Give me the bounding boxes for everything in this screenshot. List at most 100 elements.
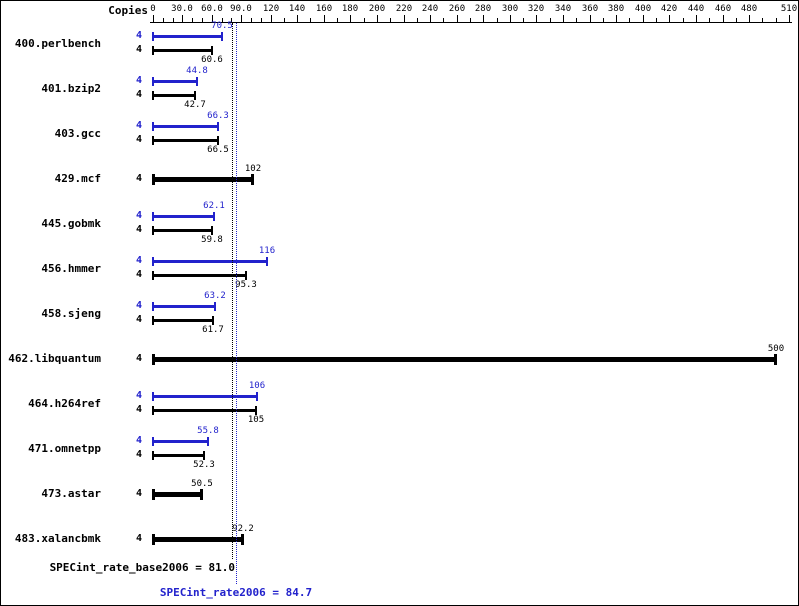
copies-value: 4 xyxy=(135,210,142,221)
bar-end-cap xyxy=(251,174,254,185)
bar-end-cap xyxy=(217,122,219,131)
x-axis-major-tick xyxy=(669,15,670,22)
bar-end-cap xyxy=(194,91,196,100)
x-axis-minor-tick xyxy=(629,18,630,22)
copies-value: 4 xyxy=(135,269,142,280)
x-axis-tick-label: 400 xyxy=(634,4,652,14)
x-axis-minor-tick xyxy=(443,18,444,22)
x-axis-minor-tick xyxy=(683,18,684,22)
bar-start-cap xyxy=(152,437,154,446)
x-axis-minor-tick xyxy=(251,18,252,22)
bar-single xyxy=(153,492,202,497)
bar-base xyxy=(153,139,218,142)
x-axis-minor-tick xyxy=(762,18,763,22)
copies-value: 4 xyxy=(135,224,142,235)
x-axis-tick-label: 90.0 xyxy=(230,4,252,14)
benchmark-label: 483.xalancbmk xyxy=(14,532,101,545)
copies-value: 4 xyxy=(135,120,142,131)
bar-end-cap xyxy=(217,136,219,145)
bar-value-label: 106 xyxy=(248,381,266,391)
mean-base-line xyxy=(232,23,233,559)
x-axis-tick-label: 0 xyxy=(150,4,156,14)
bar-peak xyxy=(153,35,222,38)
x-axis-major-tick xyxy=(430,15,431,22)
copies-value: 4 xyxy=(135,75,142,86)
benchmark-label: 445.gobmk xyxy=(41,217,101,230)
x-axis-minor-tick xyxy=(497,18,498,22)
x-axis-minor-tick xyxy=(192,18,193,22)
bar-single xyxy=(153,537,243,542)
bar-value-label: 92.2 xyxy=(232,524,254,534)
bar-end-cap xyxy=(266,257,268,266)
x-axis-minor-tick xyxy=(173,18,174,22)
x-axis-major-tick xyxy=(643,15,644,22)
x-axis-tick-label: 280 xyxy=(474,4,492,14)
bar-end-cap xyxy=(774,354,777,365)
bar-base xyxy=(153,454,204,457)
bar-start-cap xyxy=(152,46,154,55)
copies-value: 4 xyxy=(135,30,142,41)
bar-end-cap xyxy=(196,77,198,86)
x-axis-tick-label: 60.0 xyxy=(201,4,223,14)
x-axis-tick-label: 120 xyxy=(262,4,280,14)
x-axis-major-tick xyxy=(590,15,591,22)
benchmark-label: 473.astar xyxy=(41,487,101,500)
bar-start-cap xyxy=(152,451,154,460)
x-axis-minor-tick xyxy=(364,18,365,22)
bar-value-label: 44.8 xyxy=(186,66,208,76)
x-axis-minor-tick xyxy=(337,18,338,22)
x-axis-major-tick xyxy=(749,15,750,22)
x-axis-major-tick xyxy=(297,15,298,22)
bar-base xyxy=(153,274,246,277)
bar-value-label: 60.6 xyxy=(201,55,223,65)
bar-value-label: 116 xyxy=(258,246,276,256)
x-axis-major-tick xyxy=(350,15,351,22)
bar-base xyxy=(153,229,212,232)
x-axis-minor-tick xyxy=(523,18,524,22)
bar-peak xyxy=(153,260,267,263)
x-axis-minor-tick xyxy=(776,18,777,22)
copies-value: 4 xyxy=(135,314,142,325)
x-axis-major-tick xyxy=(404,15,405,22)
bar-single xyxy=(153,357,776,362)
bar-value-label: 66.3 xyxy=(207,111,229,121)
copies-value: 4 xyxy=(135,173,142,184)
bar-base xyxy=(153,49,212,52)
bar-start-cap xyxy=(152,136,154,145)
x-axis-minor-tick xyxy=(709,18,710,22)
x-axis-major-tick xyxy=(457,15,458,22)
bar-start-cap xyxy=(152,226,154,235)
x-axis-minor-tick xyxy=(284,18,285,22)
x-axis-major-tick xyxy=(723,15,724,22)
x-axis-tick-label: 220 xyxy=(395,4,413,14)
x-axis-tick-label: 140 xyxy=(288,4,306,14)
x-axis-major-tick xyxy=(510,15,511,22)
bar-start-cap xyxy=(152,302,154,311)
bar-single xyxy=(153,177,253,182)
bar-end-cap xyxy=(245,271,247,280)
bar-end-cap xyxy=(211,46,213,55)
x-axis-minor-tick xyxy=(603,18,604,22)
bar-start-cap xyxy=(152,122,154,131)
x-axis-major-tick xyxy=(324,15,325,22)
bar-start-cap xyxy=(152,489,155,500)
x-axis-minor-tick xyxy=(231,18,232,22)
x-axis-tick-label: 180 xyxy=(341,4,359,14)
x-axis-minor-tick xyxy=(202,18,203,22)
x-axis-tick-label: 460 xyxy=(714,4,732,14)
bar-start-cap xyxy=(152,91,154,100)
bar-value-label: 61.7 xyxy=(202,325,224,335)
copies-value: 4 xyxy=(135,435,142,446)
bar-base xyxy=(153,319,213,322)
bar-value-label: 52.3 xyxy=(193,460,215,470)
copies-value: 4 xyxy=(135,134,142,145)
bar-value-label: 42.7 xyxy=(184,100,206,110)
x-axis-major-tick xyxy=(377,15,378,22)
bar-start-cap xyxy=(152,174,155,185)
bar-value-label: 66.5 xyxy=(207,145,229,155)
x-axis-tick-label: 440 xyxy=(687,4,705,14)
x-axis-minor-tick xyxy=(261,18,262,22)
x-axis-tick-label: 200 xyxy=(368,4,386,14)
bar-start-cap xyxy=(152,316,154,325)
bar-value-label: 50.5 xyxy=(191,479,213,489)
